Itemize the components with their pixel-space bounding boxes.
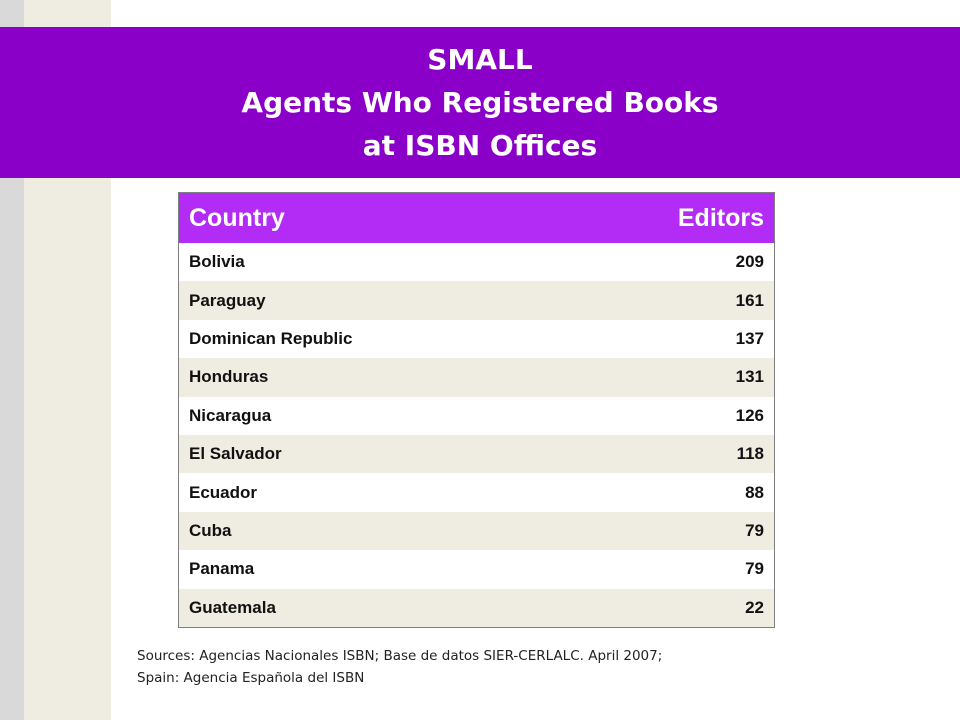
table-row: Panama 79 bbox=[179, 550, 774, 589]
country-cell: Dominican Republic bbox=[189, 328, 353, 348]
country-cell: Paraguay bbox=[189, 290, 266, 310]
table-row: Bolivia 209 bbox=[179, 243, 774, 282]
title-line-2: Agents Who Registered Books bbox=[241, 86, 719, 119]
country-cell: Nicaragua bbox=[189, 405, 272, 425]
table-row: Nicaragua 126 bbox=[179, 396, 774, 435]
table-row: Cuba 79 bbox=[179, 511, 774, 551]
column-header-country: Country bbox=[189, 203, 285, 232]
country-cell: Ecuador bbox=[189, 482, 258, 502]
title-banner: SMALL Agents Who Registered Books at ISB… bbox=[0, 27, 960, 178]
editors-cell: 22 bbox=[745, 597, 764, 617]
editors-cell: 161 bbox=[735, 290, 764, 310]
editors-cell: 126 bbox=[735, 405, 764, 425]
table-row: Ecuador 88 bbox=[179, 473, 774, 512]
editors-cell: 118 bbox=[736, 444, 764, 464]
editors-cell: 79 bbox=[745, 559, 764, 579]
editors-cell: 79 bbox=[745, 520, 764, 540]
table-row: Paraguay 161 bbox=[179, 281, 774, 320]
country-cell: Panama bbox=[189, 559, 255, 579]
editors-cell: 131 bbox=[735, 367, 764, 387]
country-cell: Cuba bbox=[189, 520, 232, 540]
editors-cell: 209 bbox=[735, 252, 764, 272]
sources-note: Sources: Agencias Nacionales ISBN; Base … bbox=[137, 645, 662, 689]
country-cell: Honduras bbox=[189, 367, 269, 387]
table-row: El Salvador 118 bbox=[179, 434, 774, 474]
table-row: Guatemala 22 bbox=[179, 588, 774, 627]
sources-line-1: Sources: Agencias Nacionales ISBN; Base … bbox=[137, 648, 663, 664]
column-header-editors: Editors bbox=[677, 203, 764, 232]
country-cell: El Salvador bbox=[189, 444, 282, 464]
title-line-3: at ISBN Offices bbox=[362, 129, 598, 162]
table-body: Bolivia 209 Paraguay 161 Dominican Republic 1… bbox=[179, 243, 774, 627]
editors-cell: 88 bbox=[745, 482, 764, 502]
editors-table: Country Editors Bolivia 209 Paraguay 161 Dom… bbox=[178, 192, 775, 628]
sources-line-2: Spain: Agencia Española del ISBN bbox=[137, 670, 365, 686]
editors-cell: 137 bbox=[735, 328, 764, 348]
table-header: Country Editors bbox=[179, 193, 774, 243]
table-row: Honduras 131 bbox=[179, 358, 774, 397]
title-line-1: SMALL bbox=[427, 43, 533, 76]
country-cell: Bolivia bbox=[189, 252, 245, 272]
table-row: Dominican Republic 137 bbox=[179, 319, 774, 359]
country-cell: Guatemala bbox=[189, 597, 276, 617]
